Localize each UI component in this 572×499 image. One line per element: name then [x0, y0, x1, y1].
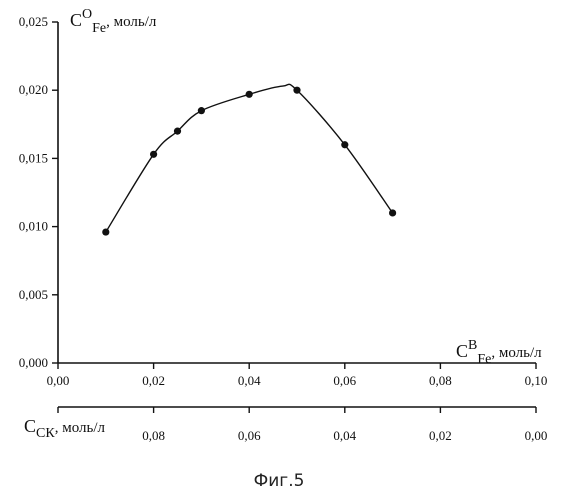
data-point: [246, 91, 253, 98]
secondary-x-axis-title-base: C: [24, 416, 36, 436]
y-axis-title-unit: , моль/л: [106, 14, 157, 30]
x-tick-label: 0,04: [238, 373, 261, 388]
x-axis-title-sup: B: [468, 338, 477, 353]
secondary-x-tick-label: 0,02: [429, 428, 452, 443]
secondary-x-axis-title: CСК, моль/л: [24, 416, 105, 441]
secondary-x-axis-title-sub: СК: [36, 426, 55, 441]
data-point: [150, 151, 157, 158]
data-point: [389, 209, 396, 216]
y-axis-title: COFe, моль/л: [70, 7, 157, 36]
x-tick-label: 0,02: [142, 373, 165, 388]
secondary-x-axis-title-unit: , моль/л: [55, 420, 106, 436]
data-point: [174, 128, 181, 135]
x-axis-title-sub: Fe: [477, 352, 491, 367]
figure-caption: Фиг.5: [254, 471, 305, 491]
data-point: [198, 107, 205, 114]
x-axis-title-unit: , моль/л: [491, 345, 542, 361]
data-points: [102, 87, 396, 236]
y-tick-label: 0,010: [19, 219, 48, 234]
secondary-x-tick-label: 0,00: [525, 428, 548, 443]
x-tick-label: 0,00: [47, 373, 70, 388]
series-line: [106, 84, 393, 232]
x-tick-label: 0,06: [333, 373, 356, 388]
data-point: [293, 87, 300, 94]
tick-labels: 0,000 0,005 0,010 0,015 0,020 0,025 0,00 0,02 0,…: [19, 14, 548, 443]
y-tick-label: 0,015: [19, 150, 48, 165]
x-tick-label: 0,10: [525, 373, 548, 388]
y-tick-label: 0,000: [19, 355, 48, 370]
y-tick-label: 0,005: [19, 287, 48, 302]
y-axis-title-base: C: [70, 10, 82, 30]
series-curve: [106, 84, 393, 232]
x-tick-label: 0,08: [429, 373, 452, 388]
secondary-x-tick-label: 0,04: [333, 428, 356, 443]
secondary-x-tick-label: 0,06: [238, 428, 261, 443]
y-axis-title-sub: Fe: [92, 21, 106, 36]
x-axis-title-base: C: [456, 341, 468, 361]
y-axis-title-sup: O: [82, 7, 92, 22]
data-point: [102, 228, 109, 235]
y-tick-label: 0,025: [19, 14, 48, 29]
data-point: [341, 141, 348, 148]
secondary-x-tick-label: 0,08: [142, 428, 165, 443]
y-tick-label: 0,020: [19, 82, 48, 97]
